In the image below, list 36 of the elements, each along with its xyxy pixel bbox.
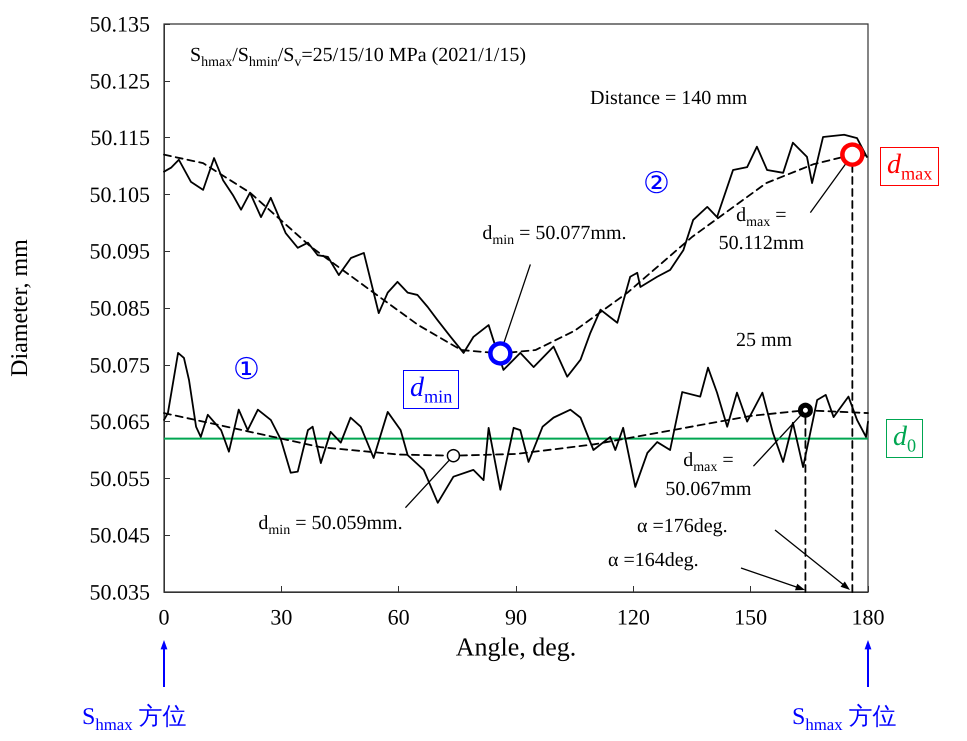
annotation: d$_{min}$ (403, 370, 460, 410)
x-tick-label: 30 (270, 604, 292, 630)
text: S$_{hmax}$/S$_{hmin}$/S$_{v}$=25/15/10 MPa (2021/1/15) (190, 43, 526, 72)
annotation: ① (233, 352, 260, 388)
y-tick-label: 50.105 (90, 182, 150, 207)
y-tick-label: 50.115 (90, 125, 150, 150)
annotation: 25 mm (736, 328, 792, 352)
annotation: α =164deg. (608, 548, 699, 572)
x-tick-label: 120 (616, 604, 650, 630)
y-tick-label: 50.085 (90, 296, 150, 320)
y-tick-label: 50.065 (90, 409, 150, 434)
ref-line-label: d$_{0}$ (886, 418, 924, 458)
text: S$_{hmax}$ 方位 (82, 703, 187, 735)
y-tick-label: 50.075 (90, 352, 150, 378)
y-tick-label: 50.055 (90, 466, 150, 491)
x-tick-label: 180 (852, 604, 884, 630)
annotation: d$_{max}$ = 50.112mm (718, 202, 806, 256)
annotation: ② (643, 166, 670, 202)
text: S$_{hmax}$ 方位 (792, 703, 897, 735)
annotation: d$_{max}$ = 50.067mm (664, 448, 752, 502)
y-tick-label: 50.135 (90, 12, 150, 36)
y-tick-label: 50.035 (90, 580, 150, 604)
annotation: α =176deg. (637, 514, 728, 538)
y-axis-title: Diameter, mm (7, 238, 33, 377)
annotation: Distance = 140 mm (590, 86, 748, 110)
text: d$_{max}$ (880, 147, 940, 186)
x-tick-label: 150 (734, 604, 768, 630)
annotation: d$_{min}$ = 50.077mm. (482, 221, 627, 250)
annotation: d$_{min}$ = 50.059mm. (258, 510, 403, 540)
y-tick-label: 50.095 (90, 238, 150, 264)
y-tick-label: 50.125 (90, 68, 150, 94)
y-tick-label: 50.045 (90, 522, 150, 548)
x-tick-label: 0 (158, 604, 170, 630)
x-tick-label: 60 (388, 604, 410, 630)
x-tick-label: 90 (505, 604, 527, 630)
x-axis-title: Angle, deg. (456, 632, 576, 662)
